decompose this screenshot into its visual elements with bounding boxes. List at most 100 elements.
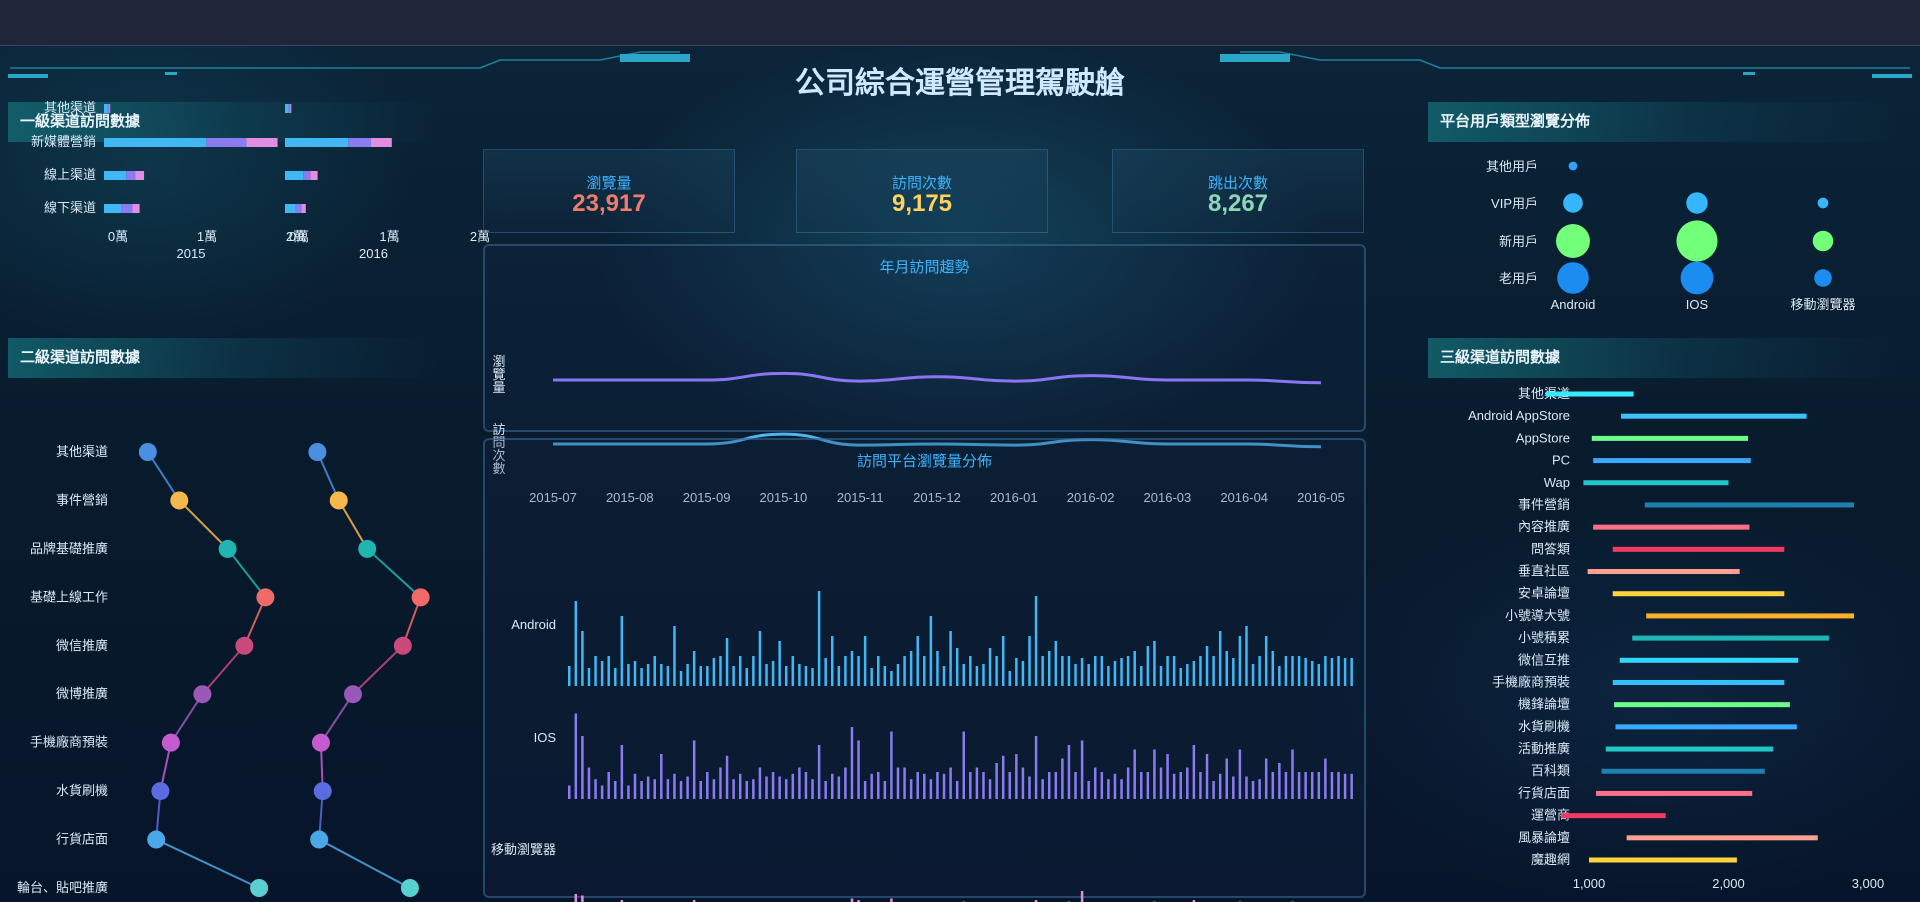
channel3-chart: 其他渠道 Android AppStore AppStore PC Wap 事件營銷 內容推… bbox=[1428, 382, 1920, 902]
channel3-bar bbox=[1614, 702, 1790, 708]
channel3-bar bbox=[1612, 679, 1785, 685]
platform-bar bbox=[1074, 664, 1077, 686]
platform-bar bbox=[923, 773, 926, 799]
platform-bar bbox=[1001, 755, 1005, 799]
platform-bar bbox=[1350, 773, 1353, 799]
platform-bar bbox=[725, 638, 729, 686]
user-types-bubble bbox=[1563, 193, 1583, 213]
user-types-bubble bbox=[1676, 220, 1718, 262]
channel3-bar bbox=[1644, 502, 1855, 508]
platform-bar bbox=[975, 666, 979, 686]
platform-bar bbox=[1021, 767, 1025, 799]
kpi-label: 瀏覽量 bbox=[586, 175, 632, 192]
platform-bar bbox=[1146, 646, 1150, 686]
trend-series-label: 訪 bbox=[492, 422, 505, 437]
platform-bar bbox=[581, 631, 584, 686]
channel3-category-label: 活動推廣 bbox=[1518, 741, 1570, 756]
platform-bar bbox=[771, 661, 775, 686]
platform-chart-svg: AndroidIOS移動瀏覽器地區 bbox=[491, 591, 1353, 902]
channel3-category-label: 小號積累 bbox=[1518, 630, 1570, 645]
platform-bar bbox=[1218, 773, 1222, 799]
channel2-category-label: 水貨刷機 bbox=[56, 783, 108, 798]
trend-x-tick-label: 2016-02 bbox=[1067, 490, 1115, 505]
channel2-point bbox=[313, 782, 332, 801]
platform-bar bbox=[1087, 781, 1090, 799]
platform-bar bbox=[844, 656, 847, 686]
platform-bar bbox=[844, 767, 847, 799]
platform-bar bbox=[896, 664, 900, 686]
platform-bar bbox=[1291, 749, 1294, 799]
platform-bar bbox=[778, 641, 781, 686]
trend-x-tick-label: 2016-04 bbox=[1220, 490, 1268, 505]
channel3-bar bbox=[1612, 591, 1785, 597]
platform-bar bbox=[581, 736, 584, 799]
platform-bar bbox=[686, 664, 689, 686]
platform-bar bbox=[646, 776, 650, 799]
user-types-bubble bbox=[1686, 192, 1708, 214]
platform-bar bbox=[1232, 658, 1235, 686]
platform-bar bbox=[1212, 656, 1215, 686]
channel1-bar bbox=[310, 171, 318, 180]
platform-bar bbox=[909, 651, 913, 686]
platform-bar bbox=[1225, 758, 1228, 799]
platform-bar bbox=[1245, 626, 1248, 686]
platform-bar bbox=[969, 656, 972, 686]
channel1-bar bbox=[246, 138, 278, 147]
channel3-category-label: AppStore bbox=[1516, 430, 1570, 445]
channel2-line-segment bbox=[170, 693, 204, 744]
channel2-line-segment bbox=[201, 645, 246, 695]
platform-bar bbox=[568, 785, 571, 799]
platform-bar bbox=[1107, 779, 1110, 799]
channel2-line-segment bbox=[320, 693, 354, 744]
trend-series-label: 覽 bbox=[492, 367, 505, 382]
trend-chart: 瀏覽量訪問次數 2015-07 2015-08 2015-09 2015-10 2015-… bbox=[483, 244, 1366, 505]
platform-bar bbox=[1350, 658, 1353, 686]
platform-bar bbox=[607, 656, 610, 686]
channel3-tick-label: 1,000 bbox=[1573, 876, 1606, 891]
platform-bar bbox=[732, 666, 735, 686]
channel2-point bbox=[411, 588, 430, 607]
channel2-point bbox=[170, 491, 189, 510]
channel2-category-label: 事件營銷 bbox=[56, 492, 108, 507]
platform-bar bbox=[1153, 749, 1156, 799]
platform-bar bbox=[1337, 656, 1340, 686]
platform-bar bbox=[863, 636, 867, 686]
channel1-bar bbox=[109, 104, 111, 113]
platform-bar bbox=[1034, 900, 1038, 902]
channel1-tick-label: 0萬 bbox=[289, 229, 309, 244]
user-types-bubble bbox=[1814, 269, 1832, 287]
trend-x-tick-label: 2015-07 bbox=[529, 490, 577, 505]
platform-bar bbox=[1172, 773, 1176, 799]
channel2-line-segment bbox=[352, 645, 404, 695]
platform-bar bbox=[962, 731, 965, 799]
channel2-category-label: 品牌基礎推廣 bbox=[30, 541, 108, 556]
trend-x-tick-label: 2016-01 bbox=[990, 490, 1038, 505]
platform-bar bbox=[1094, 767, 1097, 799]
platform-bar bbox=[857, 740, 860, 799]
channel2-line-segment bbox=[337, 499, 369, 550]
platform-bar bbox=[995, 763, 998, 799]
trend-x-tick-label: 2015-10 bbox=[760, 490, 808, 505]
channel1-bar bbox=[104, 204, 122, 213]
platform-bar bbox=[1159, 767, 1163, 799]
platform-bar bbox=[955, 781, 959, 799]
trend-x-tick-label: 2016-05 bbox=[1297, 490, 1345, 505]
channel2-point bbox=[218, 539, 237, 558]
platform-bar bbox=[1087, 664, 1090, 686]
platform-bar bbox=[1041, 656, 1044, 686]
channel3-bar bbox=[1619, 657, 1799, 663]
platform-bar bbox=[903, 767, 906, 799]
platform-bar bbox=[725, 755, 729, 799]
trend-x-tick-label: 2015-09 bbox=[683, 490, 731, 505]
trend-chart-title: 年月訪問趨勢 bbox=[879, 259, 970, 276]
platform-bar bbox=[1284, 772, 1288, 799]
channel3-category-label: 魔趣網 bbox=[1531, 852, 1570, 867]
platform-bar bbox=[673, 773, 676, 799]
platform-bar bbox=[877, 772, 880, 799]
platform-bar bbox=[765, 776, 768, 799]
platform-bar bbox=[1080, 658, 1084, 686]
platform-bar bbox=[1199, 656, 1202, 686]
platform-bar bbox=[791, 656, 795, 686]
platform-bar bbox=[850, 727, 854, 799]
